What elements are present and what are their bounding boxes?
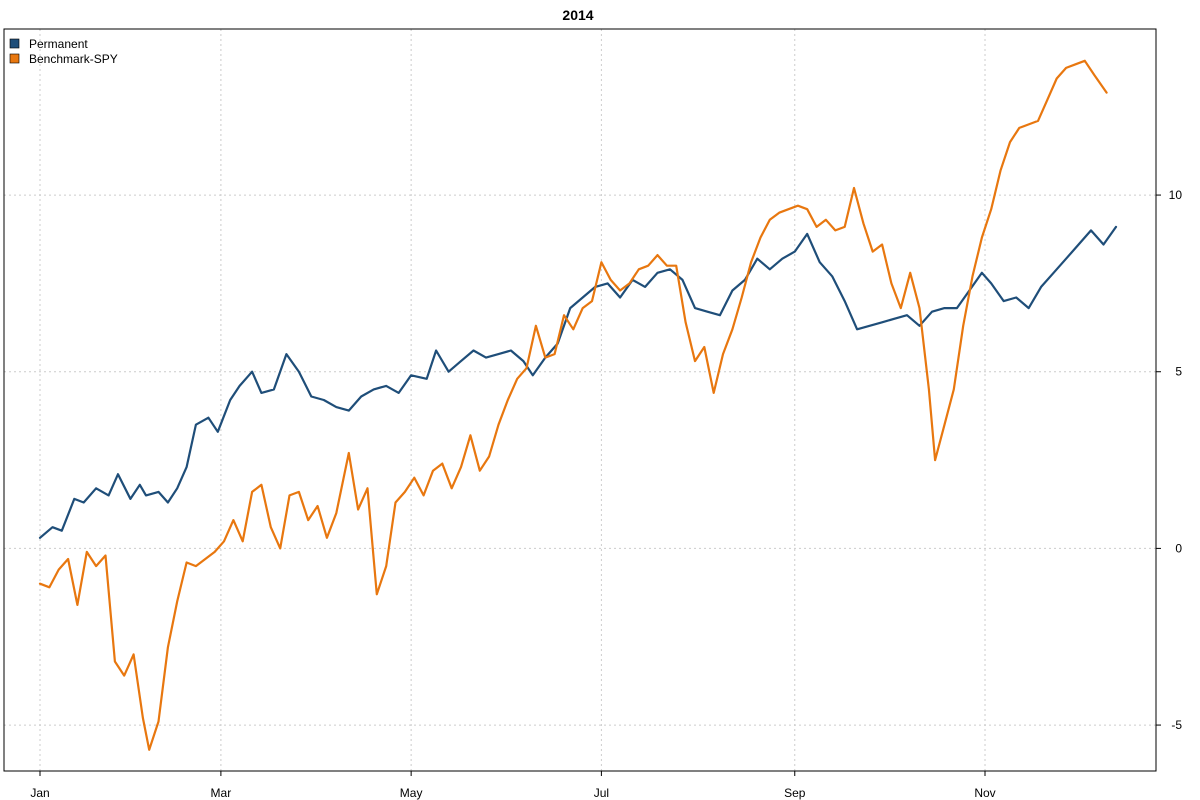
y-tick-label: 0 [1175, 541, 1182, 555]
x-tick-label: May [400, 786, 423, 800]
x-tick-label: Mar [211, 786, 232, 800]
x-tick-label: Nov [974, 786, 995, 800]
x-tick-label: Jan [30, 786, 49, 800]
plot-frame [3, 28, 1157, 772]
y-tick-label: -5 [1171, 718, 1182, 732]
legend-label: Permanent [29, 37, 88, 51]
x-tick-label: Jul [594, 786, 609, 800]
y-axis: -5 0 5 10 [1156, 188, 1182, 732]
series-lines [38, 59, 1118, 751]
gridlines [4, 29, 1156, 771]
x-axis: Jan Mar May Jul Sep Nov [30, 771, 996, 800]
legend-swatch [9, 53, 20, 64]
x-tick-label: Sep [784, 786, 806, 800]
y-tick-label: 10 [1169, 188, 1183, 202]
legend-label: Benchmark-SPY [29, 52, 118, 66]
legend-swatch [9, 38, 20, 49]
y-tick-label: 5 [1175, 365, 1182, 379]
series-line-1 [38, 59, 1108, 751]
chart-title: 2014 [562, 7, 593, 23]
